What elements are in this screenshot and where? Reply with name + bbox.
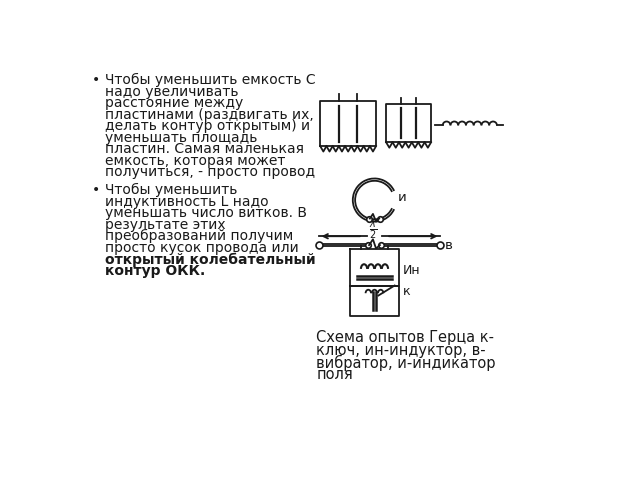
Text: результате этих: результате этих — [105, 218, 225, 232]
Text: Схема опытов Герца к-: Схема опытов Герца к- — [316, 330, 494, 345]
Text: открытый колебательный: открытый колебательный — [105, 252, 316, 267]
Text: $\frac{\lambda}{2}$: $\frac{\lambda}{2}$ — [369, 217, 377, 241]
Text: получиться, - просто провод: получиться, - просто провод — [105, 166, 315, 180]
Text: и: и — [397, 191, 406, 204]
Text: индуктивность L надо: индуктивность L надо — [105, 195, 268, 209]
Text: пластинами (раздвигать их,: пластинами (раздвигать их, — [105, 108, 314, 121]
Text: просто кусок провода или: просто кусок провода или — [105, 241, 298, 255]
Text: к: к — [403, 285, 410, 298]
Text: Чтобы уменьшить: Чтобы уменьшить — [105, 183, 237, 197]
Text: пластин. Самая маленькая: пластин. Самая маленькая — [105, 142, 304, 156]
Text: делать контур открытым) и: делать контур открытым) и — [105, 119, 310, 133]
Text: •: • — [92, 183, 100, 197]
Text: вибратор, и-индикатор: вибратор, и-индикатор — [316, 355, 496, 371]
Text: ключ, ин-индуктор, в-: ключ, ин-индуктор, в- — [316, 343, 486, 358]
Text: контур ОКК.: контур ОКК. — [105, 264, 205, 278]
Text: надо увеличивать: надо увеличивать — [105, 84, 238, 98]
Text: уменьшать площадь: уменьшать площадь — [105, 131, 257, 145]
Text: емкость, которая может: емкость, которая может — [105, 154, 285, 168]
Text: преобразований получим: преобразований получим — [105, 229, 293, 243]
Text: в: в — [444, 239, 452, 252]
Text: уменьшать число витков. В: уменьшать число витков. В — [105, 206, 307, 220]
Text: поля: поля — [316, 367, 353, 382]
Text: •: • — [92, 73, 100, 87]
Text: Ин: Ин — [403, 264, 420, 277]
Text: расстояние между: расстояние между — [105, 96, 243, 110]
Text: Чтобы уменьшить емкость С: Чтобы уменьшить емкость С — [105, 73, 316, 87]
